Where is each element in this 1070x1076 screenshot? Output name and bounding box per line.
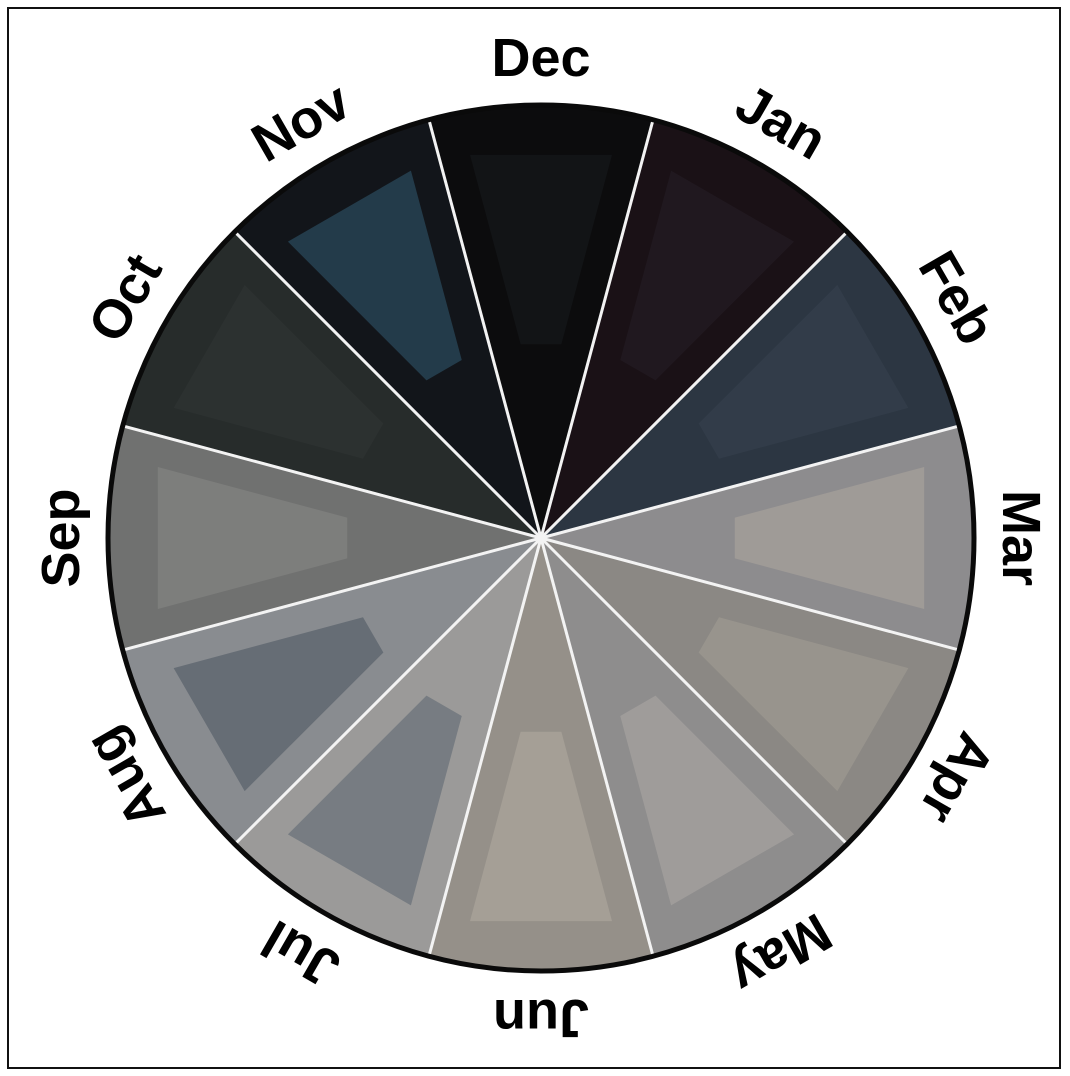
divider-7 bbox=[427, 537, 543, 957]
divider-0 bbox=[427, 119, 543, 539]
sector-jan-texture bbox=[620, 170, 795, 381]
divider-1 bbox=[539, 119, 655, 539]
sector-aug-texture bbox=[173, 617, 384, 792]
divider-6 bbox=[539, 537, 655, 957]
sector-jan bbox=[541, 114, 851, 538]
sector-feb-texture bbox=[698, 284, 909, 459]
sector-feb bbox=[541, 228, 965, 538]
sector-mar bbox=[541, 424, 974, 652]
month-label-mar: Mar bbox=[991, 490, 1051, 586]
sector-sep-texture bbox=[157, 466, 348, 610]
divider-9 bbox=[122, 536, 542, 652]
divider-4 bbox=[540, 536, 960, 652]
divider-5 bbox=[539, 536, 849, 846]
divider-3 bbox=[540, 424, 960, 540]
divider-2 bbox=[539, 230, 849, 540]
sector-jun bbox=[427, 538, 655, 971]
sector-dec bbox=[427, 105, 655, 538]
sector-oct bbox=[117, 228, 541, 538]
sector-dec-texture bbox=[469, 154, 613, 345]
month-label-jul: Jul bbox=[252, 908, 350, 999]
sector-sep bbox=[108, 424, 541, 652]
sector-apr bbox=[541, 538, 965, 848]
wheel-rim bbox=[105, 102, 977, 974]
sector-jul bbox=[231, 538, 541, 962]
sector-aug bbox=[117, 538, 541, 848]
divider-10 bbox=[122, 424, 542, 540]
month-label-sep: Sep bbox=[31, 488, 91, 587]
wheel-hub bbox=[538, 535, 544, 541]
divider-11 bbox=[233, 230, 543, 540]
sector-may bbox=[541, 538, 851, 962]
sector-nov bbox=[231, 114, 541, 538]
sector-may-texture bbox=[620, 695, 795, 906]
sector-mar-texture bbox=[734, 466, 925, 610]
month-label-jun: Jun bbox=[493, 988, 589, 1048]
sector-apr-texture bbox=[698, 617, 909, 792]
divider-8 bbox=[233, 536, 543, 846]
month-label-dec: Dec bbox=[491, 28, 590, 88]
sector-dividers bbox=[122, 119, 960, 957]
sector-oct-texture bbox=[173, 284, 384, 459]
sector-nov-texture bbox=[287, 170, 462, 381]
sector-jul-texture bbox=[287, 695, 462, 906]
sector-jun-texture bbox=[469, 731, 613, 922]
figure-frame bbox=[7, 7, 1061, 1069]
month-sectors bbox=[108, 105, 974, 971]
